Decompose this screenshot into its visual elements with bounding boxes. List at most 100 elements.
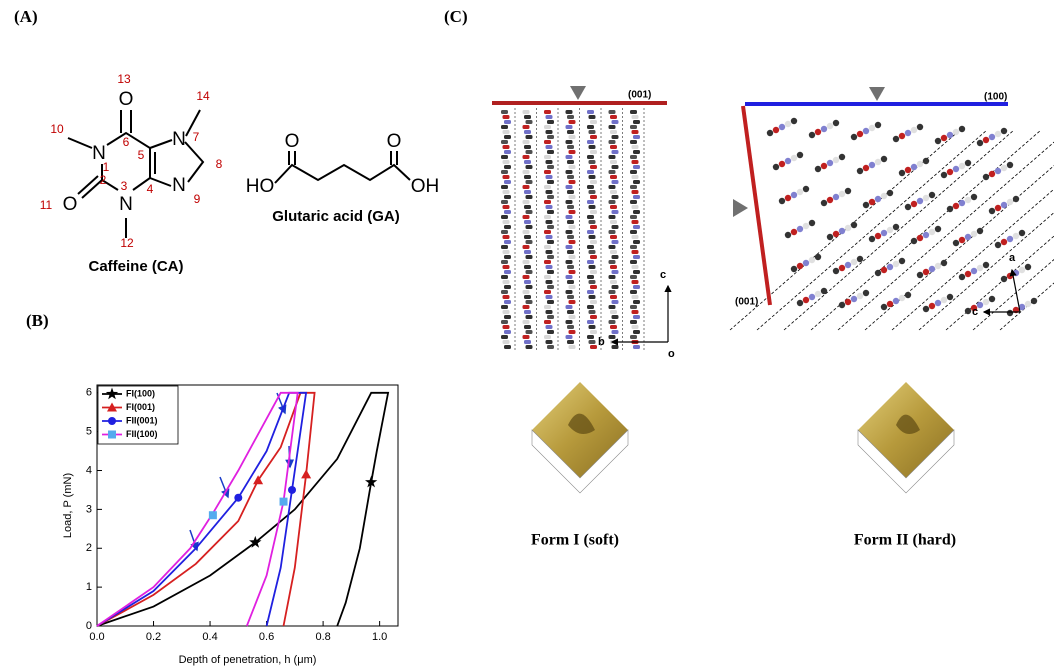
atom-blob bbox=[523, 125, 530, 129]
atom-blob bbox=[503, 310, 510, 314]
atom-blob bbox=[504, 285, 511, 289]
atom-blob bbox=[612, 195, 619, 199]
atom-blob bbox=[821, 126, 827, 132]
atom-blob bbox=[899, 170, 905, 176]
atom-blob bbox=[544, 125, 551, 129]
atom-blob bbox=[567, 280, 574, 284]
locant: 10 bbox=[50, 122, 64, 136]
atom-blob bbox=[893, 298, 899, 304]
locant: 5 bbox=[138, 148, 145, 162]
panel-label: (B) bbox=[26, 311, 49, 330]
atom-blob bbox=[881, 193, 887, 199]
atom-blob bbox=[546, 115, 553, 119]
atom-blob bbox=[547, 165, 554, 169]
atom-blob bbox=[566, 110, 573, 114]
atom-blob bbox=[612, 165, 619, 169]
atom-blob bbox=[1013, 270, 1019, 276]
atom-blob bbox=[632, 190, 639, 194]
axis-label: o bbox=[668, 348, 675, 360]
atom-blob bbox=[567, 130, 574, 134]
atom-blob bbox=[609, 275, 616, 279]
atom-blob bbox=[610, 295, 617, 299]
atom-blob bbox=[863, 128, 869, 134]
atom-blob bbox=[526, 315, 533, 319]
atom-blob bbox=[589, 220, 596, 224]
atom-blob bbox=[589, 265, 596, 269]
face-label: (100) bbox=[984, 92, 1007, 103]
atom-blob bbox=[503, 340, 510, 344]
atom-blob bbox=[965, 160, 971, 166]
atom-blob bbox=[959, 237, 965, 243]
atom-blob bbox=[869, 125, 875, 131]
atom-blob bbox=[587, 260, 594, 264]
atom-blob bbox=[632, 280, 639, 284]
atom-blob bbox=[610, 190, 617, 194]
atom-blob bbox=[935, 226, 941, 232]
atom-blob bbox=[566, 290, 573, 294]
atom-blob bbox=[547, 120, 554, 124]
atom-blob bbox=[546, 160, 553, 164]
atom-blob bbox=[633, 240, 640, 244]
atom-blob bbox=[791, 266, 797, 272]
atom-blob bbox=[947, 169, 953, 175]
atom-blob bbox=[839, 228, 845, 234]
atom-blob bbox=[803, 260, 809, 266]
atom-blob bbox=[941, 172, 947, 178]
marker bbox=[280, 498, 288, 506]
atom-blob bbox=[566, 170, 573, 174]
atom-blob bbox=[609, 215, 616, 219]
marker bbox=[288, 486, 296, 494]
atom-blob bbox=[833, 157, 839, 163]
atom-blob bbox=[590, 240, 597, 244]
atom-blob bbox=[839, 302, 845, 308]
atom-blob bbox=[501, 125, 508, 129]
indenter bbox=[570, 86, 586, 100]
y-tick-label: 4 bbox=[86, 464, 92, 476]
atom-blob bbox=[905, 130, 911, 136]
atom-blob bbox=[953, 166, 959, 172]
atom-blob bbox=[785, 195, 791, 201]
atom-blob bbox=[504, 300, 511, 304]
atom-blob bbox=[501, 320, 508, 324]
atom-blob bbox=[809, 257, 815, 263]
atom: O bbox=[285, 131, 300, 152]
caption: Glutaric acid (GA) bbox=[272, 208, 400, 225]
atom: N bbox=[172, 175, 186, 196]
atom-blob bbox=[983, 137, 989, 143]
atom-blob bbox=[971, 268, 977, 274]
atom-blob bbox=[547, 150, 554, 154]
atom-blob bbox=[590, 285, 597, 289]
atom-blob bbox=[875, 122, 881, 128]
atom-blob bbox=[610, 250, 617, 254]
face-label: (001) bbox=[735, 297, 758, 308]
atom-blob bbox=[851, 259, 857, 265]
atom-blob bbox=[587, 110, 594, 114]
atom-blob bbox=[630, 335, 637, 339]
atom-blob bbox=[947, 206, 953, 212]
atom-blob bbox=[526, 255, 533, 259]
atom-blob bbox=[567, 265, 574, 269]
atom-blob bbox=[809, 220, 815, 226]
marker bbox=[209, 511, 217, 519]
atom-blob bbox=[587, 335, 594, 339]
atom-blob bbox=[544, 320, 551, 324]
locant: 11 bbox=[40, 198, 53, 212]
atom: O bbox=[63, 194, 78, 215]
atom-blob bbox=[546, 265, 553, 269]
caption: Caffeine (CA) bbox=[88, 258, 183, 275]
atom-blob bbox=[935, 263, 941, 269]
atom-blob bbox=[989, 296, 995, 302]
atom-blob bbox=[503, 235, 510, 239]
atom-blob bbox=[791, 192, 797, 198]
atom-blob bbox=[612, 135, 619, 139]
atom-blob bbox=[501, 305, 508, 309]
atom-blob bbox=[567, 145, 574, 149]
atom-blob bbox=[630, 110, 637, 114]
atom-blob bbox=[547, 210, 554, 214]
atom: OH bbox=[411, 176, 440, 197]
atom-blob bbox=[609, 305, 616, 309]
atom-blob bbox=[566, 275, 573, 279]
atom-blob bbox=[923, 306, 929, 312]
axes bbox=[984, 270, 1020, 312]
atom-blob bbox=[544, 290, 551, 294]
